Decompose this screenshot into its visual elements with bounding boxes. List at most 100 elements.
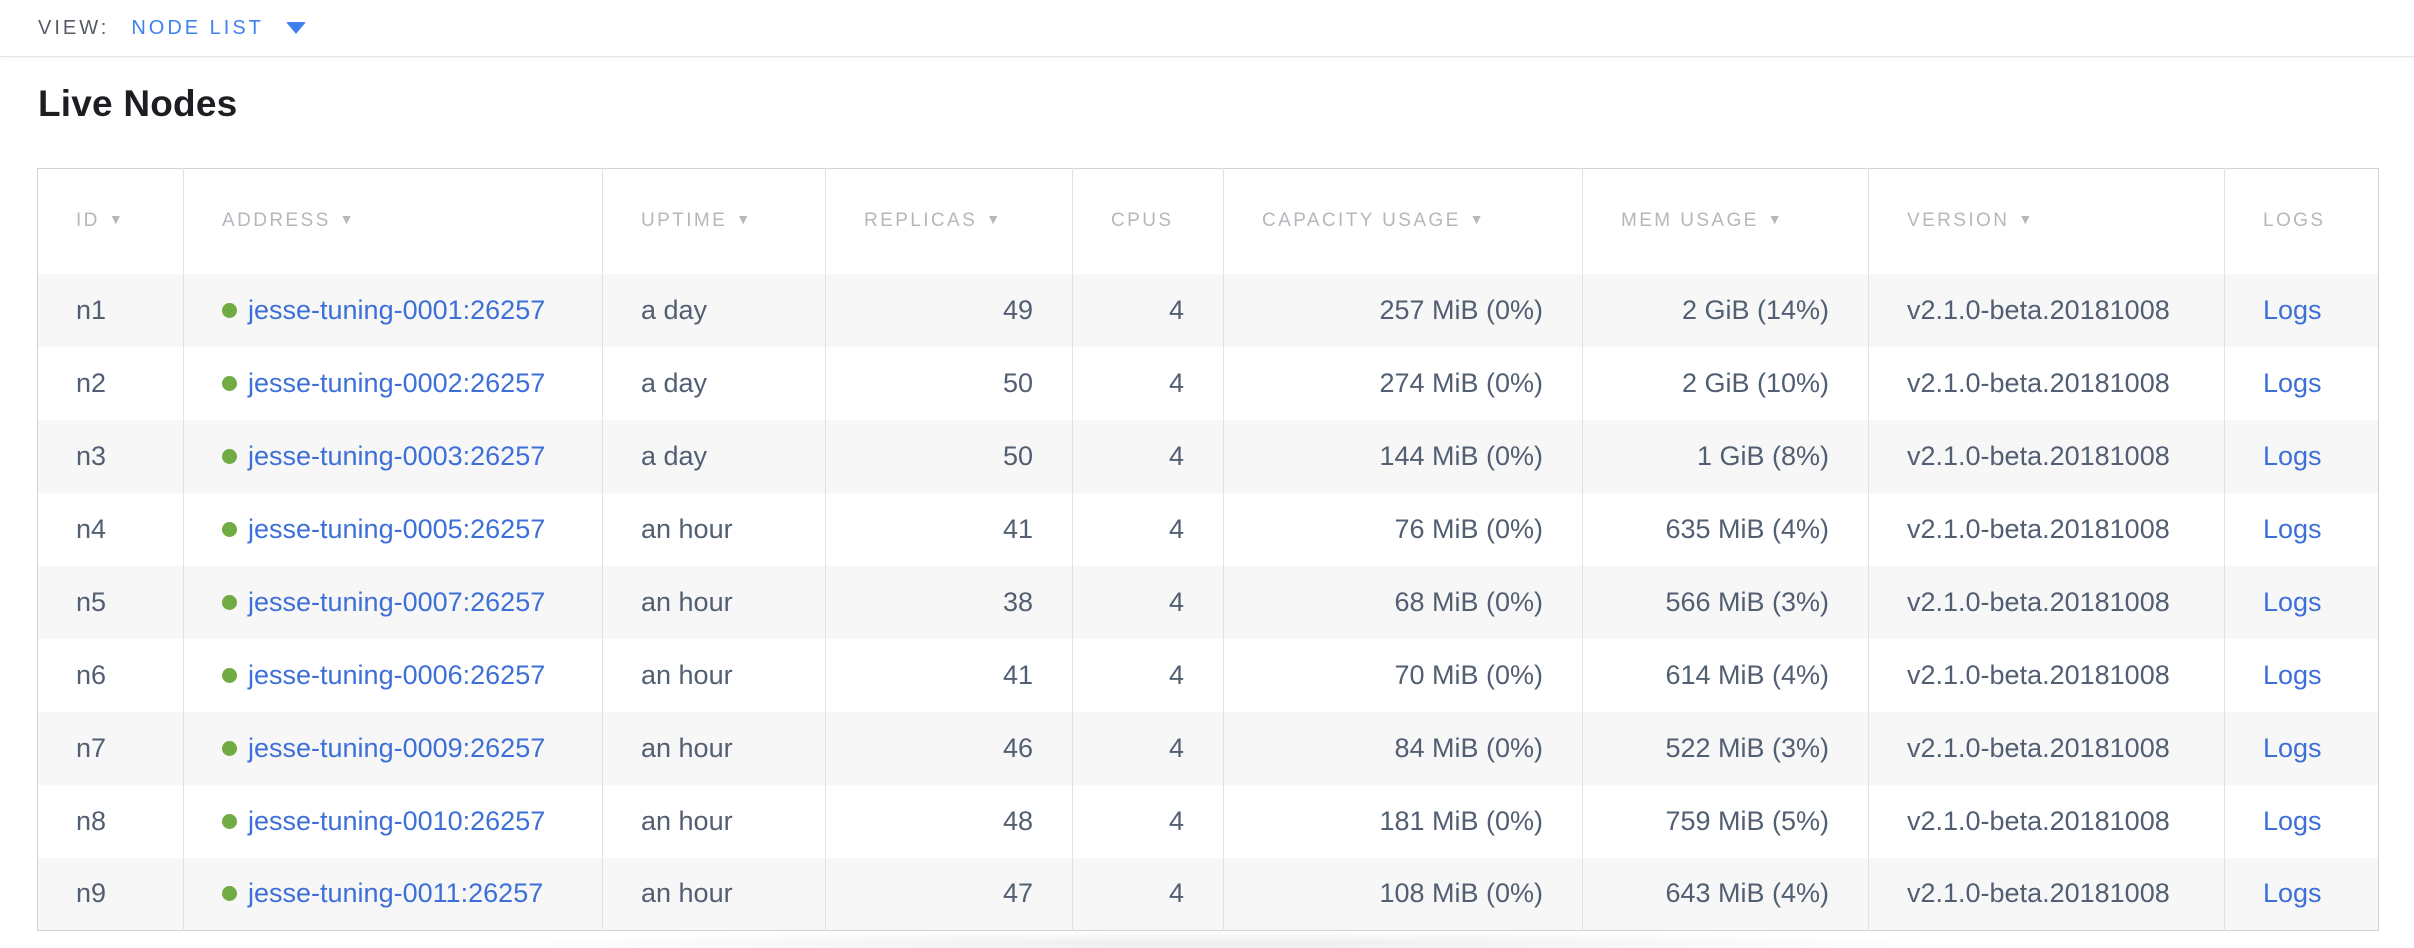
node-capacity-cell: 68 MiB (0%) xyxy=(1223,565,1583,639)
node-replicas-cell: 46 xyxy=(825,711,1073,785)
node-logs-link[interactable]: Logs xyxy=(2263,805,2322,836)
node-address-link[interactable]: jesse-tuning-0010:26257 xyxy=(248,805,546,836)
table-row: n9 jesse-tuning-0011:26257 an hour 47 4 … xyxy=(37,857,2379,931)
node-logs-link[interactable]: Logs xyxy=(2263,440,2322,471)
nodes-tbody: n1 jesse-tuning-0001:26257 a day 49 4 25… xyxy=(37,273,2379,931)
node-logs-cell: Logs xyxy=(2224,638,2379,712)
node-address-link[interactable]: jesse-tuning-0011:26257 xyxy=(248,878,544,909)
node-logs-cell: Logs xyxy=(2224,784,2379,858)
node-address-link[interactable]: jesse-tuning-0001:26257 xyxy=(248,294,546,325)
column-header-uptime[interactable]: UPTIME ▼ xyxy=(602,168,826,274)
node-logs-link[interactable]: Logs xyxy=(2263,878,2322,909)
sort-arrow-icon: ▼ xyxy=(986,211,1003,228)
node-capacity-cell: 108 MiB (0%) xyxy=(1223,857,1583,931)
node-cpus-cell: 4 xyxy=(1072,638,1224,712)
view-selector[interactable]: NODE LIST xyxy=(131,17,306,40)
view-label: VIEW: xyxy=(38,16,110,39)
node-address-link[interactable]: jesse-tuning-0005:26257 xyxy=(248,513,546,544)
node-mem-cell: 643 MiB (4%) xyxy=(1582,857,1869,931)
node-cpus-cell: 4 xyxy=(1072,711,1224,785)
node-replicas-cell: 38 xyxy=(825,565,1073,639)
node-live-status-icon xyxy=(222,740,237,756)
node-replicas-cell: 50 xyxy=(825,419,1073,493)
node-version-cell: v2.1.0-beta.20181008 xyxy=(1868,492,2225,566)
panel-bottom-shadow xyxy=(440,930,2000,948)
node-logs-cell: Logs xyxy=(2224,419,2379,493)
column-header-capacity[interactable]: CAPACITY USAGE ▼ xyxy=(1223,168,1583,274)
node-mem-cell: 614 MiB (4%) xyxy=(1582,638,1869,712)
column-header-mem[interactable]: MEM USAGE ▼ xyxy=(1582,168,1869,274)
node-id-cell: n3 xyxy=(76,440,107,471)
node-address-cell: jesse-tuning-0011:26257 xyxy=(183,857,603,931)
node-uptime-cell: an hour xyxy=(602,638,826,712)
node-version-cell: v2.1.0-beta.20181008 xyxy=(1868,273,2225,347)
node-version-cell: v2.1.0-beta.20181008 xyxy=(1868,346,2225,420)
node-id-cell: n7 xyxy=(76,732,107,763)
node-address-cell: jesse-tuning-0006:26257 xyxy=(183,638,603,712)
table-row: n3 jesse-tuning-0003:26257 a day 50 4 14… xyxy=(37,419,2379,493)
node-address-cell: jesse-tuning-0002:26257 xyxy=(183,346,603,420)
node-live-status-icon xyxy=(222,448,237,464)
column-header-logs[interactable]: LOGS xyxy=(2224,168,2379,274)
sort-arrow-icon: ▼ xyxy=(108,211,126,228)
node-address-link[interactable]: jesse-tuning-0006:26257 xyxy=(248,659,546,690)
node-address-cell: jesse-tuning-0001:26257 xyxy=(183,273,603,347)
column-header-label: UPTIME xyxy=(641,210,728,232)
node-mem-cell: 635 MiB (4%) xyxy=(1582,492,1869,566)
node-live-status-icon xyxy=(222,594,237,610)
node-address-link[interactable]: jesse-tuning-0002:26257 xyxy=(248,367,546,398)
column-header-version[interactable]: VERSION ▼ xyxy=(1868,168,2225,274)
column-header-id[interactable]: ID ▼ xyxy=(37,168,184,274)
node-version-cell: v2.1.0-beta.20181008 xyxy=(1868,784,2225,858)
node-replicas-cell: 47 xyxy=(825,857,1073,931)
node-uptime-cell: an hour xyxy=(602,565,826,639)
column-header-replicas[interactable]: REPLICAS ▼ xyxy=(825,168,1073,274)
live-nodes-section: Live Nodes ID ▼ ADDRESS ▼ UPTIME ▼ REPLICAS… xyxy=(0,57,2414,931)
node-cpus-cell: 4 xyxy=(1072,565,1224,639)
node-logs-link[interactable]: Logs xyxy=(2263,732,2322,763)
view-selector-value: NODE LIST xyxy=(131,16,264,39)
node-uptime-cell: a day xyxy=(602,419,826,493)
node-live-status-icon xyxy=(222,375,237,391)
node-capacity-cell: 257 MiB (0%) xyxy=(1223,273,1583,347)
node-capacity-cell: 181 MiB (0%) xyxy=(1223,784,1583,858)
node-version-cell: v2.1.0-beta.20181008 xyxy=(1868,857,2225,931)
node-address-cell: jesse-tuning-0003:26257 xyxy=(183,419,603,493)
node-capacity-cell: 274 MiB (0%) xyxy=(1223,346,1583,420)
sort-arrow-icon: ▼ xyxy=(1469,211,1486,228)
node-logs-link[interactable]: Logs xyxy=(2263,513,2322,544)
table-row: n6 jesse-tuning-0006:26257 an hour 41 4 … xyxy=(37,638,2379,712)
column-header-address[interactable]: ADDRESS ▼ xyxy=(183,168,603,274)
column-header-label: LOGS xyxy=(2263,210,2326,232)
column-header-cpus[interactable]: CPUS xyxy=(1072,168,1224,274)
node-address-link[interactable]: jesse-tuning-0003:26257 xyxy=(248,440,546,471)
table-header-row: ID ▼ ADDRESS ▼ UPTIME ▼ REPLICAS ▼ CPUS CAPA… xyxy=(37,168,2379,274)
node-address-link[interactable]: jesse-tuning-0007:26257 xyxy=(248,586,546,617)
node-cpus-cell: 4 xyxy=(1072,419,1224,493)
node-mem-cell: 522 MiB (3%) xyxy=(1582,711,1869,785)
node-version-cell: v2.1.0-beta.20181008 xyxy=(1868,419,2225,493)
node-capacity-cell: 76 MiB (0%) xyxy=(1223,492,1583,566)
node-live-status-icon xyxy=(222,521,237,537)
node-cpus-cell: 4 xyxy=(1072,273,1224,347)
view-bar: VIEW: NODE LIST xyxy=(0,0,2414,57)
node-logs-link[interactable]: Logs xyxy=(2263,367,2322,398)
table-row: n1 jesse-tuning-0001:26257 a day 49 4 25… xyxy=(37,273,2379,347)
node-mem-cell: 1 GiB (8%) xyxy=(1582,419,1869,493)
node-uptime-cell: a day xyxy=(602,346,826,420)
node-logs-cell: Logs xyxy=(2224,346,2379,420)
column-header-label: CPUS xyxy=(1111,210,1174,232)
node-logs-link[interactable]: Logs xyxy=(2263,294,2322,325)
node-logs-cell: Logs xyxy=(2224,492,2379,566)
node-logs-link[interactable]: Logs xyxy=(2263,659,2322,690)
node-live-status-icon xyxy=(222,886,237,902)
column-header-label: VERSION xyxy=(1907,210,2010,232)
column-header-label: REPLICAS xyxy=(864,210,978,232)
node-address-link[interactable]: jesse-tuning-0009:26257 xyxy=(248,732,546,763)
node-capacity-cell: 144 MiB (0%) xyxy=(1223,419,1583,493)
node-uptime-cell: an hour xyxy=(602,492,826,566)
node-replicas-cell: 48 xyxy=(825,784,1073,858)
chevron-down-icon xyxy=(285,22,306,34)
node-logs-link[interactable]: Logs xyxy=(2263,586,2322,617)
node-logs-cell: Logs xyxy=(2224,273,2379,347)
